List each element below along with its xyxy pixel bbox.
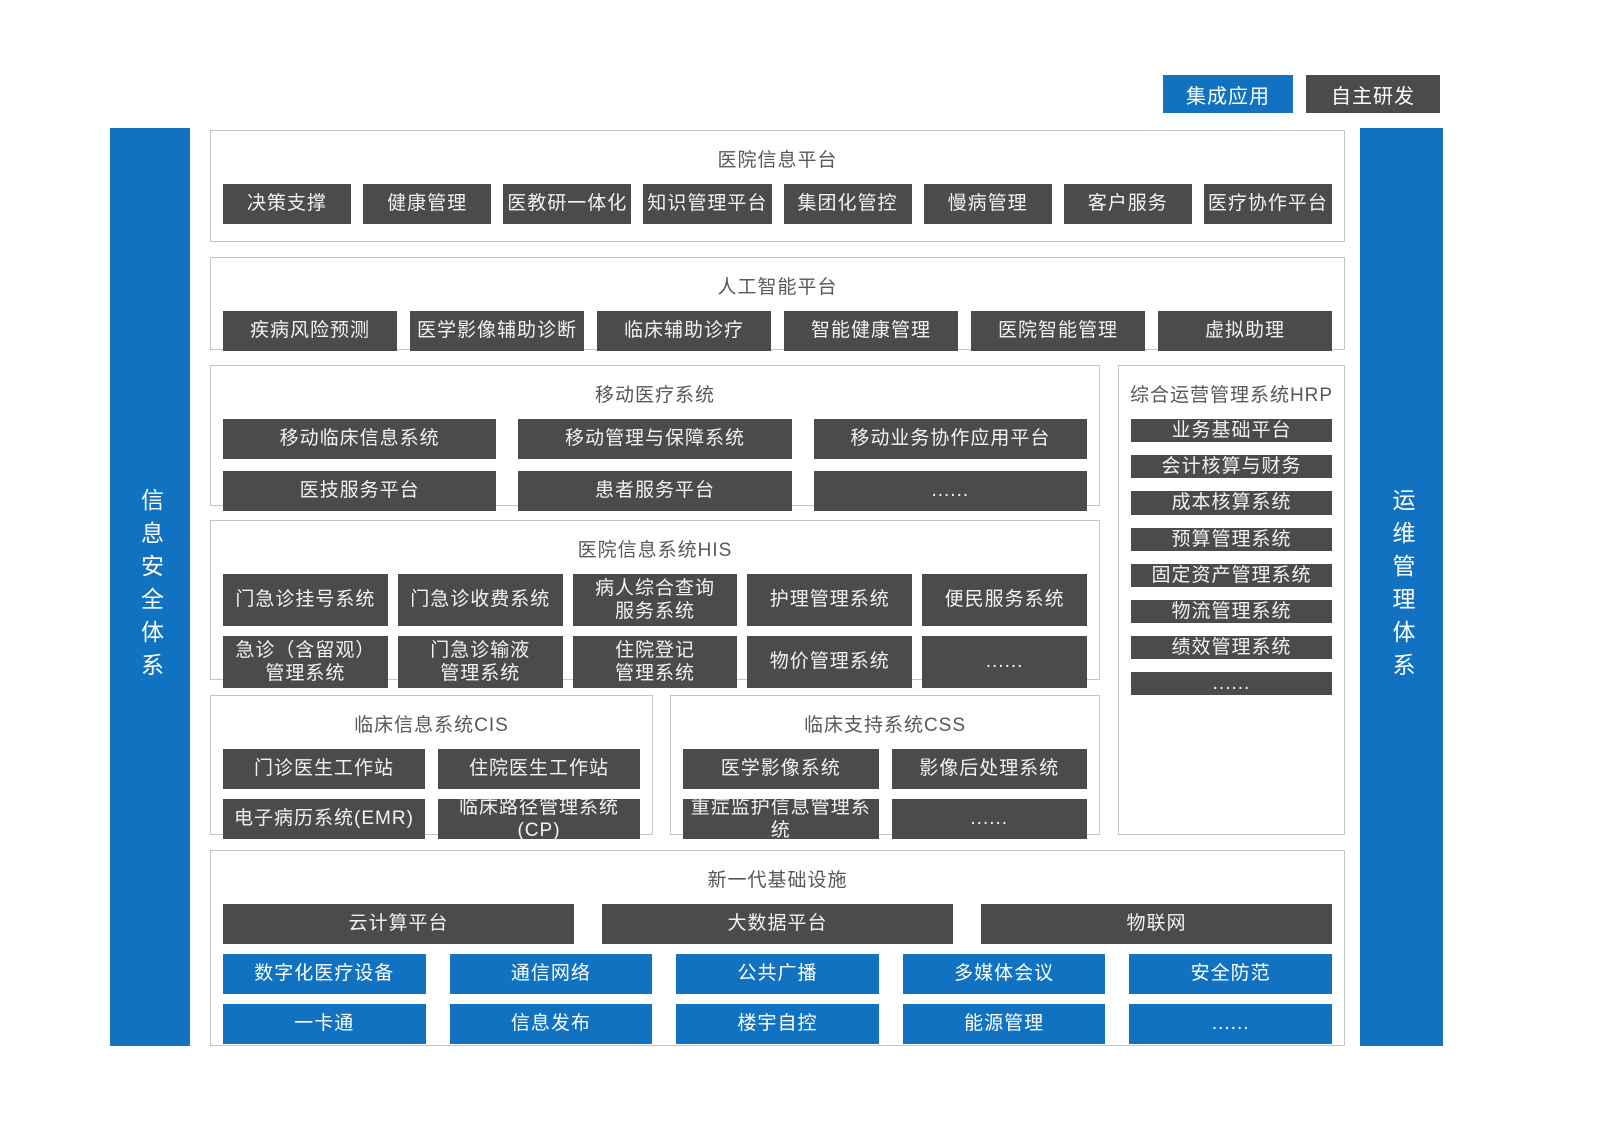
legend-integrated-label: 集成应用: [1186, 85, 1270, 108]
operations-management-bar: 运维管理体系: [1360, 128, 1443, 1046]
item-box: ......: [1131, 672, 1332, 696]
item-box: 能源管理: [902, 1004, 1106, 1044]
item-box: ......: [813, 471, 1087, 511]
item-box: 物联网: [981, 904, 1332, 944]
cis-row-1: 门诊医生工作站 住院医生工作站: [211, 749, 652, 789]
item-box: 医学影像辅助诊断: [410, 311, 584, 351]
item-box: 移动业务协作应用平台: [813, 419, 1087, 459]
item-box: 大数据平台: [602, 904, 953, 944]
item-box: 预算管理系统: [1131, 527, 1332, 551]
item-box: 信息发布: [449, 1004, 653, 1044]
mobile-row-2: 医技服务平台 患者服务平台 ......: [211, 471, 1099, 511]
infra-dark-row: 云计算平台 大数据平台 物联网: [211, 904, 1344, 944]
item-box: 医疗协作平台: [1203, 184, 1332, 224]
information-security-bar: 信息安全体系: [110, 128, 190, 1046]
item-box: 固定资产管理系统: [1131, 563, 1332, 587]
item-box: 医技服务平台: [223, 471, 497, 511]
ai-items-row: 疾病风险预测 医学影像辅助诊断 临床辅助诊疗 智能健康管理 医院智能管理 虚拟助…: [211, 311, 1344, 351]
platform-items-row: 决策支撑 健康管理 医教研一体化 知识管理平台 集团化管控 慢病管理 客户服务 …: [211, 184, 1344, 224]
section-title: 医院信息系统HIS: [577, 540, 733, 561]
item-box: 知识管理平台: [643, 184, 772, 224]
section-css: 临床支持系统CSS 医学影像系统 影像后处理系统 重症监护信息管理系统 ....…: [670, 695, 1100, 841]
item-box: 一卡通: [223, 1004, 426, 1044]
item-box: 重症监护信息管理系统: [683, 797, 879, 841]
item-box: ......: [891, 799, 1087, 839]
css-row-1: 医学影像系统 影像后处理系统: [671, 749, 1099, 789]
item-box: 物流管理系统: [1131, 599, 1332, 624]
hrp-items-column: 业务基础平台 会计核算与财务 成本核算系统 预算管理系统 固定资产管理系统 物流…: [1119, 419, 1344, 696]
section-title: 人工智能平台: [717, 277, 838, 298]
item-box: 医院智能管理: [971, 311, 1145, 351]
item-box: 健康管理: [363, 184, 492, 224]
item-box: 病人综合查询 服务系统: [572, 574, 738, 626]
item-box: 多媒体会议: [902, 954, 1106, 994]
item-box: 移动临床信息系统: [223, 419, 497, 459]
item-box: 门急诊输液 管理系统: [397, 636, 563, 688]
item-box: 客户服务: [1063, 184, 1192, 224]
item-box: 患者服务平台: [518, 471, 792, 511]
section-cis: 临床信息系统CIS 门诊医生工作站 住院医生工作站 电子病历系统(EMR) 临床…: [210, 695, 653, 841]
item-box: 虚拟助理: [1158, 311, 1332, 351]
item-box: 楼宇自控: [676, 1004, 879, 1044]
item-box: 电子病历系统(EMR): [223, 799, 425, 839]
information-security-label: 信息安全体系: [137, 488, 164, 686]
css-row-2: 重症监护信息管理系统 ......: [671, 797, 1099, 841]
section-title: 临床信息系统CIS: [354, 715, 509, 736]
item-box: 智能健康管理: [784, 311, 958, 351]
infra-blue-row-1: 数字化医疗设备 通信网络 公共广播 多媒体会议 安全防范: [211, 954, 1344, 994]
item-box: 医教研一体化: [503, 184, 632, 224]
section-his: 医院信息系统HIS 门急诊挂号系统 门急诊收费系统 病人综合查询 服务系统 护理…: [210, 520, 1100, 688]
item-box: 临床辅助诊疗: [597, 311, 771, 351]
infra-blue-row-2: 一卡通 信息发布 楼宇自控 能源管理 ......: [211, 1004, 1344, 1044]
section-infrastructure: 新一代基础设施 云计算平台 大数据平台 物联网 数字化医疗设备 通信网络 公共广…: [210, 850, 1345, 1046]
item-box: 门急诊挂号系统: [223, 574, 388, 626]
section-ai-platform: 人工智能平台 疾病风险预测 医学影像辅助诊断 临床辅助诊疗 智能健康管理 医院智…: [210, 257, 1345, 351]
section-mobile-medical: 移动医疗系统 移动临床信息系统 移动管理与保障系统 移动业务协作应用平台 医技服…: [210, 365, 1100, 511]
item-box: 临床路径管理系统(CP): [438, 797, 640, 841]
item-box: 决策支撑: [223, 184, 352, 224]
cis-row-2: 电子病历系统(EMR) 临床路径管理系统(CP): [211, 797, 652, 841]
legend-self-developed: 自主研发: [1306, 75, 1440, 113]
item-box: 云计算平台: [223, 904, 574, 944]
item-box: 绩效管理系统: [1131, 636, 1332, 660]
item-box: 疾病风险预测: [223, 311, 397, 351]
item-box: 便民服务系统: [922, 574, 1087, 626]
item-box: 成本核算系统: [1131, 491, 1332, 515]
item-box: 门诊医生工作站: [223, 749, 425, 789]
item-box: 业务基础平台: [1131, 419, 1332, 443]
section-hrp: 综合运营管理系统HRP 业务基础平台 会计核算与财务 成本核算系统 预算管理系统…: [1118, 365, 1345, 835]
item-box: 物价管理系统: [747, 636, 913, 688]
item-box: ......: [922, 636, 1087, 688]
section-title: 新一代基础设施: [707, 870, 848, 891]
his-row-2: 急诊（含留观） 管理系统 门急诊输液 管理系统 住院登记 管理系统 物价管理系统…: [211, 636, 1099, 688]
operations-management-label: 运维管理体系: [1389, 488, 1415, 686]
item-box: 急诊（含留观） 管理系统: [223, 636, 388, 688]
item-box: 慢病管理: [923, 184, 1052, 224]
item-box: ......: [1129, 1004, 1332, 1044]
item-box: 集团化管控: [783, 184, 912, 224]
item-box: 会计核算与财务: [1131, 455, 1332, 479]
legend-integrated-application: 集成应用: [1163, 75, 1293, 113]
his-row-1: 门急诊挂号系统 门急诊收费系统 病人综合查询 服务系统 护理管理系统 便民服务系…: [211, 574, 1099, 626]
item-box: 住院医生工作站: [438, 749, 640, 789]
section-title: 移动医疗系统: [594, 385, 715, 406]
item-box: 门急诊收费系统: [397, 574, 563, 626]
item-box: 医学影像系统: [683, 749, 879, 789]
item-box: 住院登记 管理系统: [572, 636, 738, 688]
section-title: 综合运营管理系统HRP: [1129, 385, 1334, 406]
item-box: 安全防范: [1129, 954, 1332, 994]
item-box: 公共广播: [676, 954, 879, 994]
item-box: 移动管理与保障系统: [518, 419, 792, 459]
section-title: 医院信息平台: [717, 150, 838, 171]
item-box: 护理管理系统: [747, 574, 913, 626]
item-box: 影像后处理系统: [891, 749, 1087, 789]
item-box: 通信网络: [449, 954, 653, 994]
section-title: 临床支持系统CSS: [803, 715, 967, 736]
legend-self-developed-label: 自主研发: [1331, 85, 1415, 108]
item-box: 数字化医疗设备: [223, 954, 426, 994]
mobile-row-1: 移动临床信息系统 移动管理与保障系统 移动业务协作应用平台: [211, 419, 1099, 459]
section-hospital-info-platform: 医院信息平台 决策支撑 健康管理 医教研一体化 知识管理平台 集团化管控 慢病管…: [210, 130, 1345, 242]
